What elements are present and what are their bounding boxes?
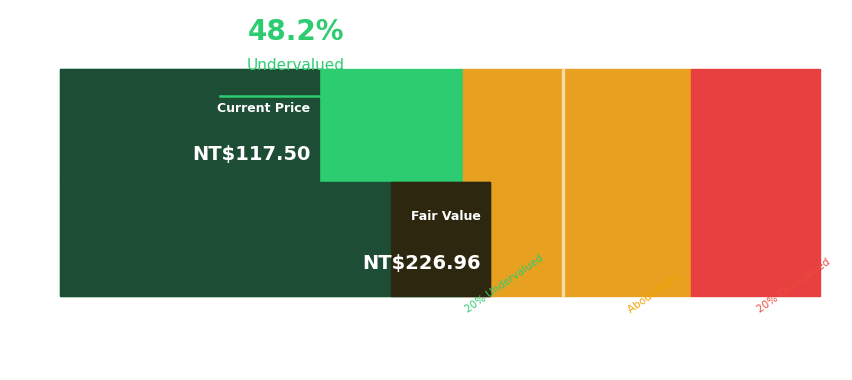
Text: Undervalued: Undervalued xyxy=(246,58,344,73)
Text: NT$226.96: NT$226.96 xyxy=(362,255,481,274)
Bar xyxy=(561,69,564,296)
Text: NT$117.50: NT$117.50 xyxy=(192,145,310,164)
Text: 20% Undervalued: 20% Undervalued xyxy=(463,254,544,315)
Bar xyxy=(463,69,690,296)
Bar xyxy=(60,69,319,182)
Text: Fair Value: Fair Value xyxy=(411,210,481,223)
Text: 20% Overvalued: 20% Overvalued xyxy=(755,257,832,315)
Bar xyxy=(60,69,463,296)
Text: 48.2%: 48.2% xyxy=(247,17,343,46)
Bar xyxy=(390,182,489,296)
Text: About Right: About Right xyxy=(625,272,682,315)
Bar xyxy=(690,69,819,296)
Bar xyxy=(60,182,489,296)
Text: Current Price: Current Price xyxy=(217,102,310,116)
